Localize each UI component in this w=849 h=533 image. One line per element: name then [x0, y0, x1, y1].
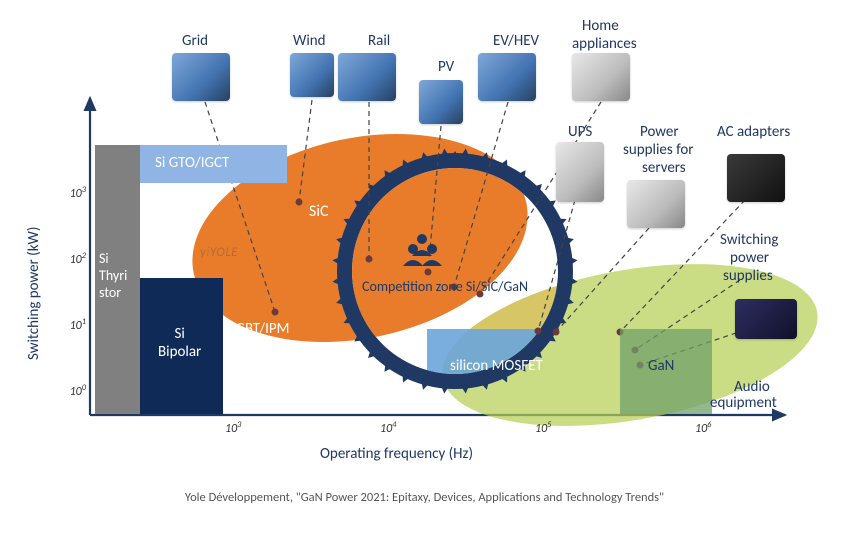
- xtick-1e3: 103: [225, 420, 241, 436]
- watermark: yiYOLE: [200, 245, 238, 260]
- app-label-wind: Wind: [293, 32, 326, 50]
- label-si-thyristor: SiThyristor: [99, 250, 139, 301]
- label-competition-zone: Competition zone Si/SiC/GaN: [362, 278, 528, 295]
- thumb-psu: [627, 180, 685, 228]
- ytick-1e2: 102: [70, 251, 86, 267]
- app-label-audio2: equipment: [710, 394, 777, 412]
- thumb-home: [572, 53, 630, 101]
- xtick-1e6: 106: [695, 420, 711, 436]
- thumb-pv: [419, 80, 463, 124]
- app-label-psu3: servers: [642, 159, 686, 177]
- app-label-psu2: supplies for: [623, 141, 694, 159]
- app-label-home2: appliances: [572, 35, 637, 53]
- thumb-wind: [290, 53, 334, 97]
- label-si-gto-igct: Si GTO/IGCT: [155, 154, 229, 172]
- app-label-evhev: EV/HEV: [493, 32, 539, 50]
- thumb-ups: [556, 142, 604, 202]
- ytick-1e3: 103: [70, 185, 86, 201]
- thumb-grid: [172, 53, 230, 101]
- thumb-rail: [338, 53, 396, 101]
- app-label-psu1: Power: [640, 123, 679, 141]
- label-si-bipolar: SiBipolar: [158, 325, 201, 361]
- app-label-sps1: Switching: [720, 231, 778, 249]
- app-label-sps2: power: [730, 249, 769, 267]
- figure-canvas: Switching power (kW) Operating frequency…: [0, 0, 849, 533]
- label-gan: GaN: [648, 357, 674, 375]
- app-label-home1: Home: [582, 17, 619, 35]
- ytick-1e0: 100: [70, 383, 86, 399]
- label-sic: SiC: [309, 202, 329, 221]
- thumb-audio: [735, 299, 797, 339]
- ytick-1e1: 101: [70, 317, 86, 333]
- app-label-acadapters: AC adapters: [717, 123, 790, 141]
- figure-caption: Yole Développement, "GaN Power 2021: Epi…: [0, 490, 849, 505]
- thumb-acadapters: [727, 154, 785, 202]
- app-label-pv: PV: [438, 58, 454, 76]
- xtick-1e4: 104: [380, 420, 396, 436]
- thumb-evhev: [478, 53, 536, 101]
- xtick-1e5: 105: [535, 420, 551, 436]
- app-label-sps3: supplies: [723, 267, 773, 285]
- app-label-ups: UPS: [568, 123, 592, 141]
- label-silicon-mosfet: silicon MOSFET: [450, 357, 543, 375]
- app-label-rail: Rail: [368, 32, 390, 50]
- app-label-grid: Grid: [182, 32, 208, 50]
- label-si-igbt-ipm: Si IGBT/IPM: [218, 320, 289, 338]
